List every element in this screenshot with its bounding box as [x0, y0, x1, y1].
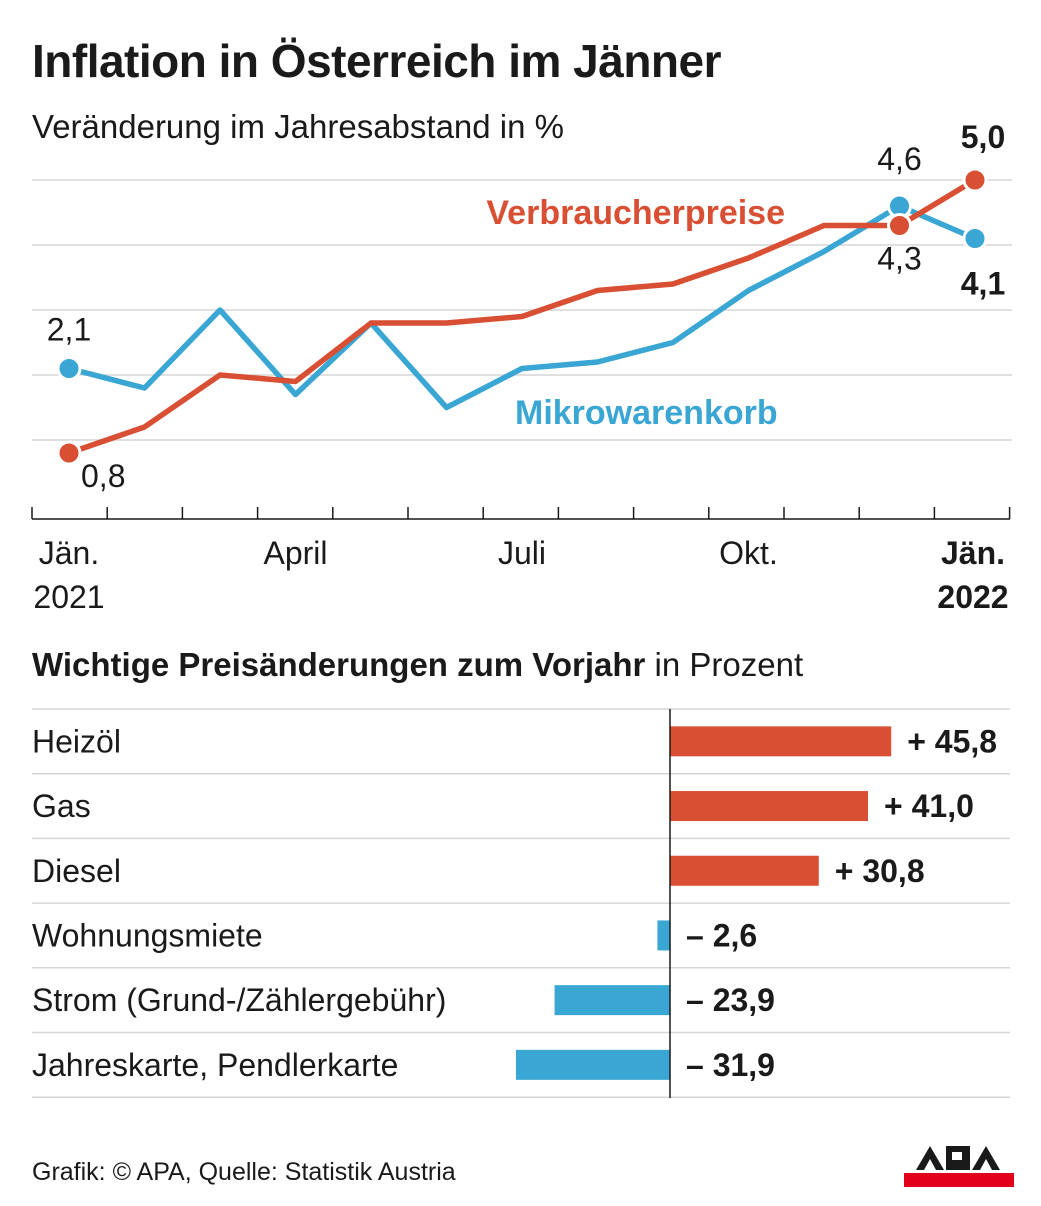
chart-title: Inflation in Österreich im Jänner: [32, 35, 722, 87]
data-point: [887, 213, 912, 238]
data-label: 4,1: [961, 266, 1005, 302]
bar-category-label: Diesel: [32, 853, 121, 889]
apa-logo: [904, 1146, 1014, 1187]
data-label: 2,1: [47, 312, 91, 348]
bar-category-label: Heizöl: [32, 723, 121, 759]
bar: [657, 920, 670, 951]
bar-value-label: + 30,8: [835, 853, 925, 889]
footer-credit: Grafik: © APA, Quelle: Statistik Austria: [32, 1158, 456, 1186]
bar-value-label: + 41,0: [884, 788, 974, 824]
bar-category-label: Wohnungsmiete: [32, 917, 263, 953]
data-point: [56, 440, 82, 466]
bar-chart-title-bold: Wichtige Preisänderungen zum Vorjahr: [32, 646, 646, 683]
data-label: 4,3: [877, 241, 921, 277]
series-line: [66, 203, 978, 411]
x-tick-label: 2022: [937, 579, 1008, 615]
data-label: 0,8: [81, 458, 125, 494]
x-tick-label: Jän.: [941, 535, 1005, 571]
series-line: [66, 177, 978, 456]
series-label-mikrowarenkorb: Mikrowarenkorb: [515, 394, 778, 432]
bar-value-label: – 2,6: [686, 917, 757, 953]
bar: [554, 985, 670, 1016]
bar: [670, 791, 869, 822]
x-tick-label: Okt.: [719, 535, 778, 571]
x-tick-label: Juli: [498, 535, 546, 571]
data-label: 5,0: [961, 119, 1005, 155]
x-tick-label: Jän.: [39, 535, 99, 571]
bar-value-label: – 31,9: [686, 1047, 775, 1083]
data-point: [56, 356, 82, 381]
chart-subtitle: Veränderung im Jahresabstand in %: [32, 108, 564, 145]
bar-value-label: – 23,9: [686, 982, 775, 1018]
line-chart: Jän. 2021 April Juli Okt. Jän. 2022 0,8 4,3 5,0 2,…: [31, 119, 1012, 615]
bar: [670, 855, 819, 886]
data-label: 4,6: [877, 141, 921, 177]
bar: [670, 726, 892, 757]
series-label-verbraucherpreise: Verbraucherpreise: [486, 194, 785, 232]
bar-chart-title-rest: in Prozent: [654, 646, 804, 683]
x-tick-label: 2021: [33, 579, 104, 615]
bar-value-label: + 45,8: [907, 723, 997, 759]
data-point: [962, 226, 988, 251]
bar-category-label: Strom (Grund-/Zählergebühr): [32, 982, 446, 1018]
data-point: [962, 167, 988, 193]
bar-chart-title: Wichtige Preisänderungen zum Vorjahr in …: [32, 646, 803, 684]
bar: [515, 1049, 670, 1080]
x-tick-label: April: [263, 535, 327, 571]
bar-category-label: Gas: [32, 788, 91, 824]
bar-category-label: Jahreskarte, Pendlerkarte: [32, 1047, 398, 1083]
